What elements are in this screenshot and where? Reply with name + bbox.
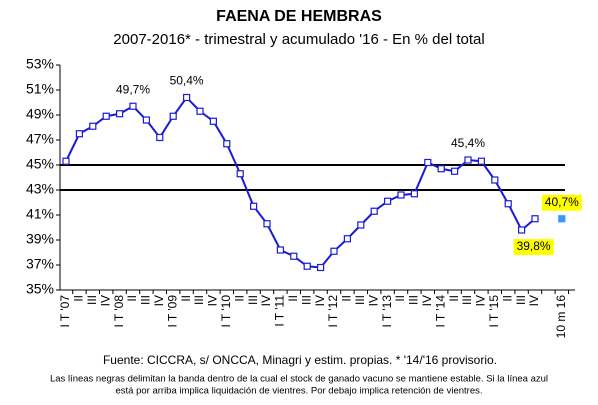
x-tick-label: III (407, 295, 421, 305)
x-tick-label: III (85, 295, 99, 305)
data-point (223, 140, 231, 148)
data-point (384, 197, 392, 205)
data-point (290, 252, 298, 260)
data-point (263, 220, 271, 228)
label-background (513, 239, 554, 255)
x-tick-label: II (393, 295, 407, 302)
x-tick-label: IV (206, 295, 220, 306)
data-point (102, 112, 110, 120)
data-point (370, 207, 378, 215)
y-tick-label: 43% (26, 181, 54, 197)
x-tick-label: II (179, 295, 193, 302)
label-background (541, 194, 582, 211)
y-tick-label: 47% (26, 131, 54, 147)
x-tick-label: IV (474, 295, 488, 306)
chart-title: FAENA DE HEMBRAS (216, 8, 382, 25)
x-tick-label: I T '10 (219, 295, 233, 328)
data-point (410, 190, 418, 198)
x-tick-label: III (460, 295, 474, 305)
y-tick-label: 39% (26, 231, 54, 247)
value-label: 49,7% (116, 82, 150, 96)
x-tick-label: IV (420, 295, 434, 306)
data-point (343, 235, 351, 243)
x-tick-label: 10 m 16 (554, 295, 568, 339)
x-tick-label: II (500, 295, 514, 302)
x-tick-label: II (232, 295, 246, 302)
x-tick-label: II (286, 295, 300, 302)
data-point (424, 158, 432, 167)
x-tick-label: I T '09 (165, 295, 179, 328)
x-tick-label: II (125, 295, 139, 302)
x-tick-label: I T '07 (58, 295, 72, 328)
value-label: 50,4% (170, 74, 204, 88)
y-tick-label: 37% (26, 256, 54, 272)
data-point (129, 102, 137, 110)
x-tick-label: IV (98, 295, 112, 306)
y-tick-label: 51% (26, 81, 54, 97)
data-point (75, 130, 84, 138)
x-tick-label: III (353, 295, 367, 305)
chart-subtitle: 2007-2016* - trimestral y acumulado '16 … (113, 31, 484, 48)
value-label: 39,8% (517, 239, 551, 253)
note: está por arriba implica liquidación de v… (116, 386, 483, 397)
y-tick-label: 41% (26, 206, 54, 222)
value-label: 45,4% (451, 136, 485, 150)
data-point (451, 167, 459, 175)
x-tick-label: III (514, 295, 528, 305)
data-point (250, 202, 258, 210)
data-point (89, 122, 97, 130)
x-tick-label: IV (366, 295, 380, 306)
y-tick-label: 53% (26, 56, 54, 72)
x-tick-label: III (139, 295, 153, 305)
data-point (276, 246, 284, 254)
x-tick-label: IV (259, 295, 273, 306)
x-tick-label: I T '08 (112, 295, 126, 328)
x-tick-label: I T '11 (273, 295, 287, 327)
data-point (397, 191, 405, 199)
x-tick-label: III (246, 295, 260, 305)
data-point (183, 93, 191, 102)
data-point (504, 200, 512, 208)
x-tick-label: I T '13 (380, 295, 394, 328)
x-tick-label: IV (152, 295, 166, 306)
data-point (169, 112, 177, 120)
x-tick-label: IV (527, 295, 541, 306)
x-tick-label: II (72, 295, 86, 302)
y-tick-label: 45% (26, 156, 54, 172)
data-point (491, 176, 499, 184)
y-tick-label: 49% (26, 106, 54, 122)
value-label: 40,7% (545, 195, 579, 209)
note: Las líneas negras delimitan la banda den… (50, 374, 548, 385)
x-tick-label: II (447, 295, 461, 302)
y-tick-label: 35% (26, 281, 54, 297)
x-tick-label: I T '12 (326, 295, 340, 328)
x-tick-label: III (192, 295, 206, 305)
x-tick-label: I T '14 (433, 295, 447, 328)
data-point (209, 117, 217, 125)
data-point (317, 263, 325, 272)
data-point (517, 226, 526, 234)
data-point (303, 262, 311, 270)
x-tick-label: IV (313, 295, 327, 306)
data-point (357, 221, 365, 229)
data-point (477, 157, 485, 165)
data-point (115, 110, 124, 118)
data-point (236, 170, 244, 178)
source: Fuente: CICCRA, s/ ONCCA, Minagri y esti… (103, 353, 497, 367)
data-point (558, 215, 566, 223)
x-tick-label: II (340, 295, 354, 302)
data-point (62, 157, 70, 165)
data-point (464, 156, 472, 164)
data-point (330, 247, 338, 255)
x-tick-label: III (299, 295, 313, 305)
data-point (531, 215, 539, 223)
data-point (437, 165, 445, 173)
data-point (142, 116, 150, 124)
data-point (196, 107, 204, 115)
x-tick-label: I T '15 (487, 295, 501, 328)
data-point (156, 133, 164, 142)
data-line (65, 95, 536, 269)
